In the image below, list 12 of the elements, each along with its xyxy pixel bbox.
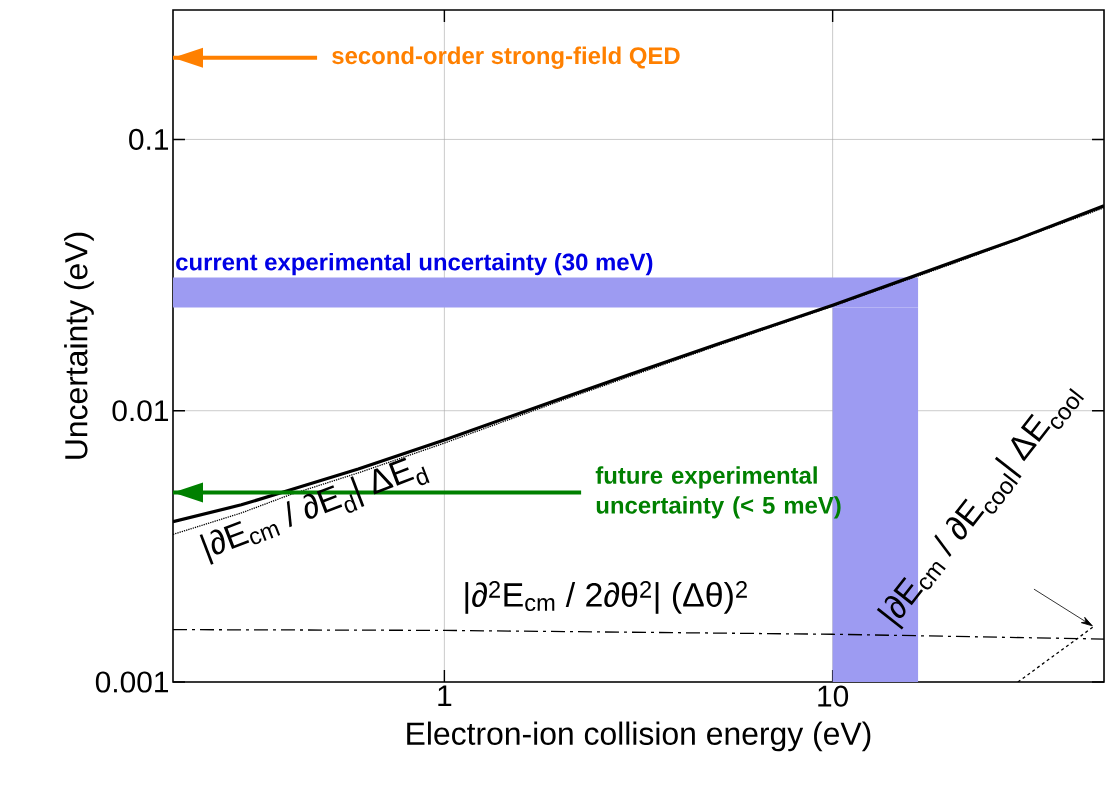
x-tick-label: 10	[818, 685, 849, 707]
x-axis-title: Electron-ion collision energy (eV)	[407, 721, 871, 752]
y-axis-title: Uncertainty (eV)	[64, 232, 94, 459]
x-tick-label: 1	[438, 685, 452, 707]
y-tick-label: 0.1	[129, 128, 169, 151]
y-tick-label: 0.01	[112, 400, 169, 422]
text: |∂E$_{cm}$ / ∂E$_{d}$| ΔE$_{d}$	[199, 457, 430, 565]
annotation: future experimental uncertainty (< 5 meV)	[595, 466, 841, 519]
annotation: second-order strong-field QED	[332, 46, 680, 69]
band-label: current experimental uncertainty (30 meV)	[176, 252, 653, 276]
series-label: |∂$^{2}$E$_{cm}$ / 2∂θ$^{2}$| (Δθ)$^{2}$	[465, 581, 747, 614]
y-tick-label: 0.001	[95, 671, 169, 693]
